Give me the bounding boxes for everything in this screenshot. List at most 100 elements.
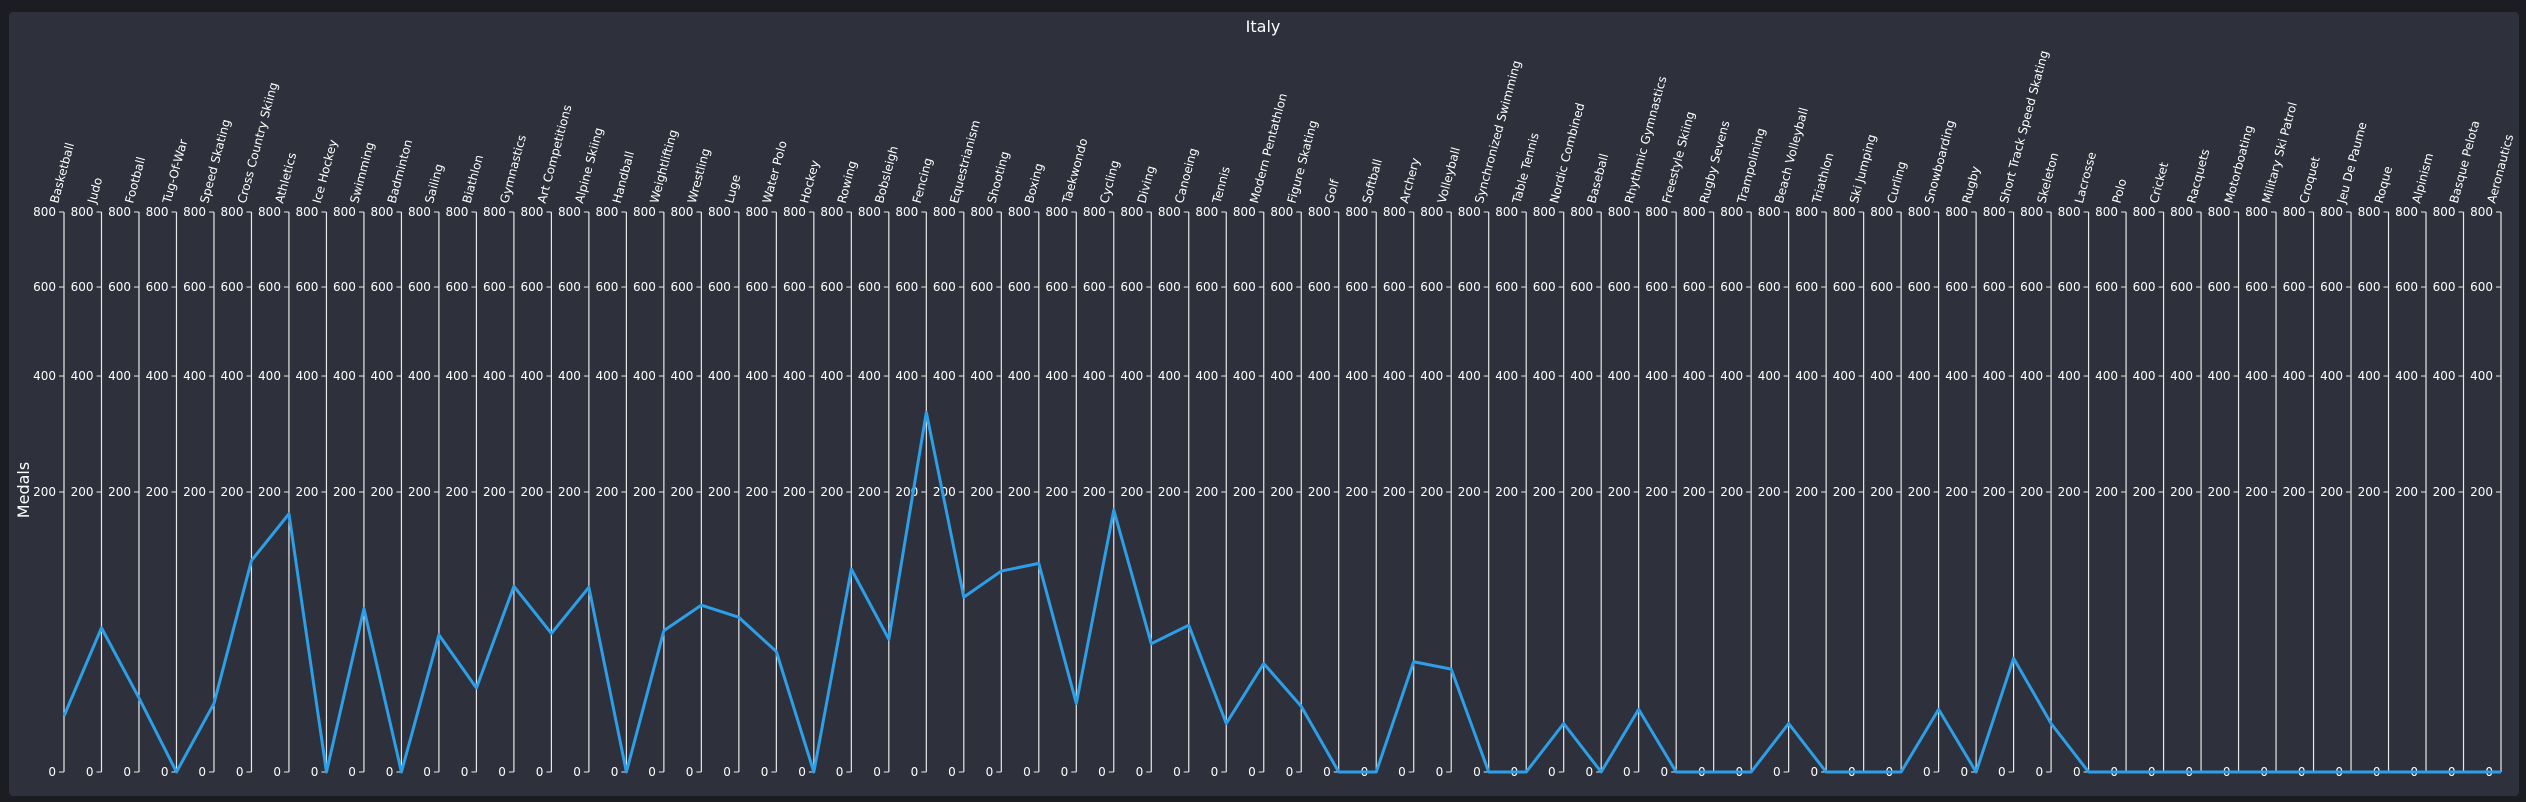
dimension-label: Diving [1135,164,1158,205]
tick-label: 800 [1833,205,1856,219]
dimension-label: Snowboarding [1922,118,1958,204]
tick-label: 800 [2245,205,2268,219]
tick-label: 600 [1870,280,1893,294]
tick-label: 200 [2320,485,2343,499]
dimension-label: Aeronautics [2484,133,2516,205]
tick-label: 400 [1120,369,1143,383]
dimension-label: Taekwondo [1059,137,1090,206]
tick-label: 0 [1773,765,1781,779]
tick-label: 400 [146,369,169,383]
tick-label: 600 [708,280,731,294]
tick-label: 400 [371,369,394,383]
tick-label: 0 [1398,765,1406,779]
tick-label: 400 [1270,369,1293,383]
tick-label: 400 [1645,369,1668,383]
dimension-label: Table Tennis [1509,131,1542,205]
tick-label: 600 [1945,280,1968,294]
tick-label: 400 [2095,369,2118,383]
tick-label: 200 [970,485,993,499]
tick-label: 200 [1908,485,1931,499]
tick-label: 800 [1308,205,1331,219]
tick-label: 0 [1023,765,1031,779]
tick-label: 400 [2133,369,2156,383]
tick-label: 200 [1458,485,1481,499]
dimension-label: Nordic Combined [1547,101,1587,204]
tick-label: 200 [446,485,469,499]
tick-label: 400 [1158,369,1181,383]
dimension-label: Rugby [1959,165,1982,205]
tick-label: 600 [595,280,618,294]
tick-label: 200 [858,485,881,499]
tick-label: 400 [183,369,206,383]
tick-label: 600 [1608,280,1631,294]
tick-label: 600 [783,280,806,294]
tick-label: 600 [520,280,543,294]
dimension-label: Military Ski Patrol [2259,101,2299,205]
tick-label: 200 [333,485,356,499]
dimension-label: Modern Pentathlon [1247,92,1290,205]
tick-label: 200 [783,485,806,499]
tick-label: 200 [2208,485,2231,499]
tick-label: 600 [1045,280,1068,294]
tick-label: 800 [708,205,731,219]
tick-label: 200 [183,485,206,499]
tick-label: 400 [2170,369,2193,383]
tick-label: 200 [1608,485,1631,499]
dimension-label: Rowing [835,159,860,205]
dimension-label: Bobsleigh [872,144,901,204]
dimension-label: Art Competitions [535,103,575,205]
dimension-label: Volleyball [1435,146,1463,205]
tick-label: 800 [33,205,56,219]
tick-label: 600 [296,280,319,294]
tick-label: 800 [1645,205,1668,219]
tick-label: 200 [221,485,244,499]
tick-label: 800 [2170,205,2193,219]
tick-label: 400 [670,369,693,383]
tick-label: 0 [2073,765,2081,779]
dimension-label: Tennis [1209,165,1232,206]
tick-label: 0 [348,765,356,779]
tick-label: 0 [798,765,806,779]
tick-label: 0 [461,765,469,779]
tick-label: 600 [2095,280,2118,294]
tick-label: 400 [933,369,956,383]
tick-label: 200 [1983,485,2006,499]
tick-label: 400 [1008,369,1031,383]
tick-label: 800 [2358,205,2381,219]
tick-label: 200 [1045,485,1068,499]
tick-label: 800 [1683,205,1706,219]
dimension-label: Ice Hockey [310,138,340,205]
tick-label: 0 [873,765,881,779]
tick-label: 0 [648,765,656,779]
tick-label: 400 [970,369,993,383]
tick-label: 200 [2358,485,2381,499]
tick-label: 400 [1570,369,1593,383]
tick-label: 400 [858,369,881,383]
tick-label: 800 [1983,205,2006,219]
tick-label: 0 [1586,765,1594,779]
tick-label: 0 [1960,765,1968,779]
tick-label: 0 [386,765,394,779]
tick-label: 600 [483,280,506,294]
dimension-label: Hockey [797,159,822,205]
tick-label: 400 [2320,369,2343,383]
